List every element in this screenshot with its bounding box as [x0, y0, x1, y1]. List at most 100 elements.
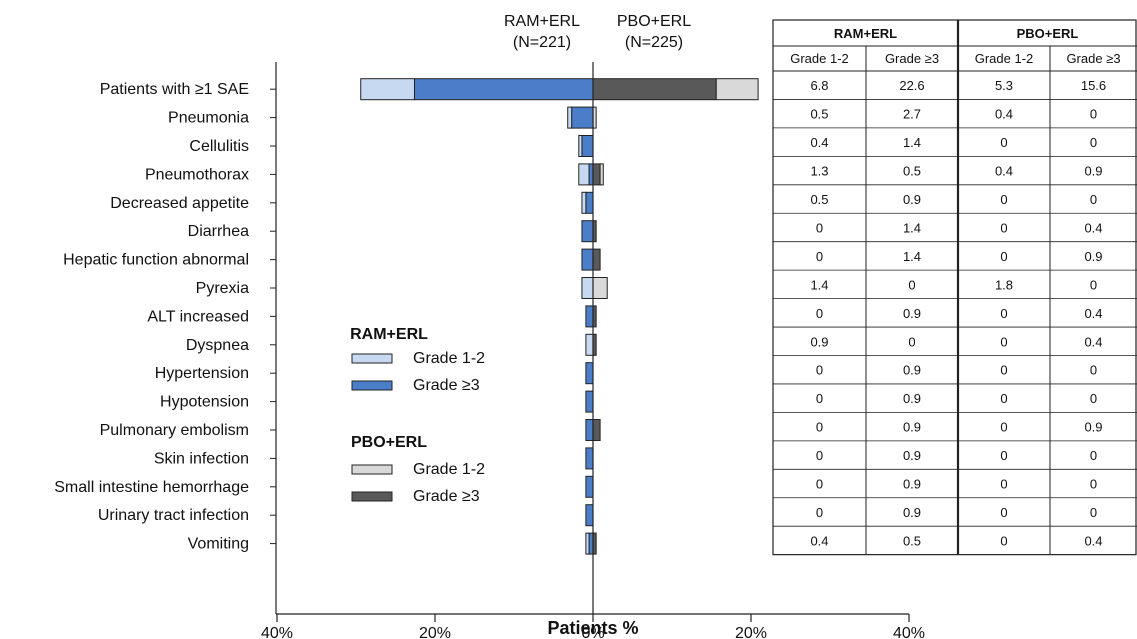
table-cell: 0 [816, 306, 823, 321]
legend-title: PBO+ERL [351, 434, 427, 451]
table-text: RAM+ERL PBO+ERL Grade 1-2 Grade ≥3 Grade 1-2… [790, 26, 1120, 548]
table-cell: 0.9 [1084, 249, 1102, 264]
x-tick-label: 20% [419, 625, 451, 639]
table-cell: 1.4 [810, 277, 828, 292]
table-cell: 1.4 [903, 135, 921, 150]
category-label: Vomiting [188, 536, 249, 553]
arm-label-ram: RAM+ERL [504, 13, 580, 30]
legend-swatch [351, 353, 393, 364]
table-cell: 0.9 [903, 306, 921, 321]
table-cell: 0 [1000, 420, 1007, 435]
table-cell: 0 [1090, 363, 1097, 378]
x-axis-title: Patients % [547, 618, 638, 638]
table-cell: 0 [1000, 533, 1007, 548]
bar-ram-grade12 [581, 191, 587, 214]
bar-ram-grade12 [585, 532, 590, 555]
table-cell: 0 [816, 363, 823, 378]
table-cell: 0.4 [1084, 533, 1102, 548]
table-cell: 0 [816, 505, 823, 520]
table-cell: 0 [1000, 334, 1007, 349]
table-cell: 1.4 [903, 220, 921, 235]
table-cell: 1.8 [995, 277, 1013, 292]
legend-label: Grade 1-2 [413, 350, 485, 367]
table-group-header: RAM+ERL [834, 26, 897, 41]
table-cell: 0.9 [903, 391, 921, 406]
table-cell: 0 [1090, 192, 1097, 207]
bar-ram-grade3 [585, 475, 594, 498]
bar-ram-grade3 [585, 362, 594, 385]
table-cell: 0.4 [1084, 334, 1102, 349]
table-cell: 0.9 [903, 192, 921, 207]
arm-label-pbo: PBO+ERL [617, 13, 691, 30]
table-cell: 0.5 [903, 164, 921, 179]
legend: RAM+ERL Grade 1-2 Grade ≥3 PBO+ERL Grade 1-2… [350, 326, 485, 505]
category-label: Pyrexia [196, 280, 249, 297]
table-subheader: Grade 1-2 [790, 51, 849, 66]
bars [360, 78, 759, 555]
legend-label: Grade ≥3 [413, 488, 480, 505]
bar-pbo-grade12 [599, 163, 604, 186]
table-cell: 0 [908, 334, 915, 349]
table-cell: 0 [1000, 249, 1007, 264]
legend-label: Grade ≥3 [413, 377, 480, 394]
arm-n-ram: (N=221) [513, 34, 571, 51]
table-cell: 1.3 [810, 164, 828, 179]
bar-ram-grade3 [585, 305, 594, 328]
table-cell: 1.4 [903, 249, 921, 264]
bar-ram-grade12 [585, 333, 594, 356]
table-cell: 0 [816, 391, 823, 406]
bar-pbo-grade3 [592, 419, 601, 441]
table-subheader: Grade ≥3 [1066, 51, 1120, 66]
table-cell: 0.9 [1084, 164, 1102, 179]
bar-ram-grade3 [413, 78, 594, 101]
table-cell: 0.4 [810, 135, 828, 150]
table-cell: 0 [908, 277, 915, 292]
table-cell: 0.9 [903, 505, 921, 520]
table-cell: 0 [1000, 135, 1007, 150]
table-cell: 6.8 [810, 78, 828, 93]
table-cell: 15.6 [1081, 78, 1106, 93]
category-label: Skin infection [154, 450, 249, 467]
bar-ram-grade3 [585, 419, 594, 441]
category-label: Diarrhea [188, 223, 249, 240]
bar-ram-grade3 [581, 220, 594, 243]
table-subheader: Grade ≥3 [885, 51, 939, 66]
table-grid [772, 19, 1137, 556]
legend-swatch [351, 464, 393, 475]
bar-ram-grade12 [578, 135, 583, 157]
table-cell: 0 [816, 249, 823, 264]
bar-pbo-grade3 [592, 78, 717, 101]
bar-ram-grade12 [567, 106, 573, 129]
category-label: Pulmonary embolism [100, 422, 249, 439]
bar-ram-grade3 [585, 390, 594, 413]
bar-pbo-grade12 [715, 78, 759, 101]
table-cell: 0 [1090, 448, 1097, 463]
table-cell: 0.9 [903, 363, 921, 378]
table-cell: 0 [1090, 107, 1097, 122]
category-label: Decreased appetite [110, 195, 249, 212]
bar-ram-grade12 [581, 277, 594, 299]
category-label: Dyspnea [186, 337, 249, 354]
table-cell: 0 [1090, 477, 1097, 492]
category-label: Urinary tract infection [98, 507, 249, 524]
bar-ram-grade3 [585, 447, 594, 470]
category-label: Hypotension [160, 394, 249, 411]
table-cell: 0.9 [903, 448, 921, 463]
table-cell: 0 [1000, 220, 1007, 235]
table-cell: 0 [1000, 477, 1007, 492]
x-tick-label: 40% [893, 625, 925, 639]
table-cell: 0.9 [903, 420, 921, 435]
category-label: Cellulitis [189, 138, 249, 155]
table-cell: 0 [816, 420, 823, 435]
table-cell: 0 [1000, 391, 1007, 406]
category-label: Pneumothorax [145, 166, 249, 183]
table-cell: 0 [1000, 306, 1007, 321]
x-tick-label: 20% [735, 625, 767, 639]
category-label: Small intestine hemorrhage [54, 479, 249, 496]
table-cell: 0.9 [903, 477, 921, 492]
table-cell: 0 [1090, 391, 1097, 406]
table-cell: 0.4 [1084, 220, 1102, 235]
table-cell: 0 [1090, 277, 1097, 292]
table-cell: 0.5 [810, 192, 828, 207]
